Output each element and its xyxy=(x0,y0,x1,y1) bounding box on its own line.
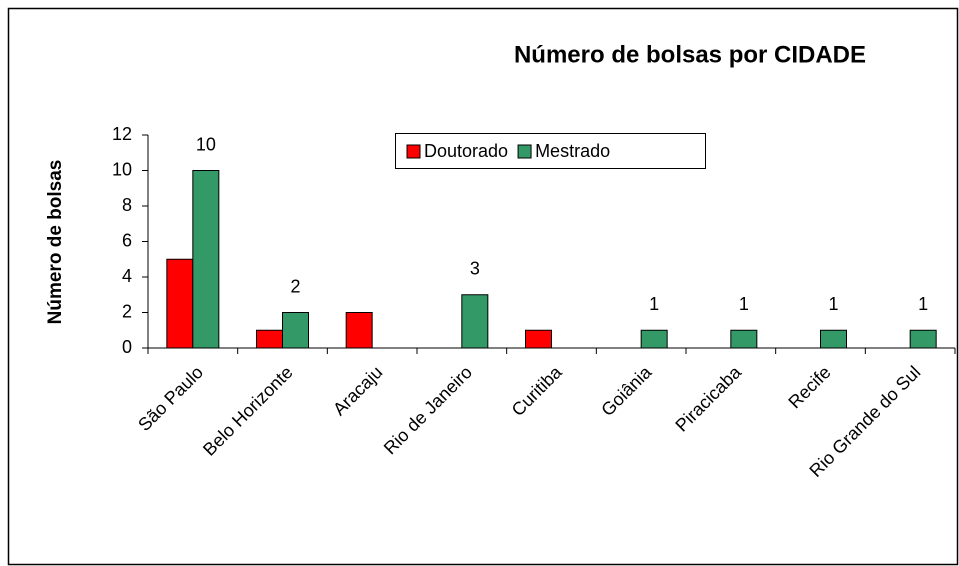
bar xyxy=(256,329,283,349)
chart-border xyxy=(7,7,959,566)
chart-title: Número de bolsas por CIDADE xyxy=(514,41,866,68)
data-label: 1 xyxy=(828,294,838,314)
y-tick-label: 10 xyxy=(112,159,132,179)
legend-swatch xyxy=(406,144,421,159)
legend-label: Mestrado xyxy=(535,141,610,161)
bar xyxy=(345,312,373,349)
y-tick-label: 2 xyxy=(122,301,132,321)
bar xyxy=(640,329,668,349)
data-label: 3 xyxy=(470,259,480,279)
data-label: 1 xyxy=(739,294,749,314)
bar xyxy=(192,170,220,349)
bar xyxy=(730,329,758,349)
y-tick-label: 0 xyxy=(122,337,132,357)
data-label: 1 xyxy=(649,294,659,314)
data-label: 10 xyxy=(196,134,216,154)
legend-swatch xyxy=(517,144,532,159)
bar xyxy=(461,294,489,349)
bar xyxy=(525,329,552,349)
data-label: 1 xyxy=(918,294,928,314)
legend-box xyxy=(395,133,706,169)
y-axis-label: Número de bolsas xyxy=(45,160,66,325)
data-label: 2 xyxy=(290,276,300,296)
bar xyxy=(909,329,937,349)
bar xyxy=(166,258,194,349)
bar xyxy=(820,329,847,349)
y-tick-label: 8 xyxy=(122,195,132,215)
bar xyxy=(282,312,309,349)
y-tick-label: 12 xyxy=(112,124,132,144)
y-tick-label: 4 xyxy=(122,266,132,286)
legend-label: Doutorado xyxy=(424,141,508,161)
y-tick-label: 6 xyxy=(122,230,132,250)
